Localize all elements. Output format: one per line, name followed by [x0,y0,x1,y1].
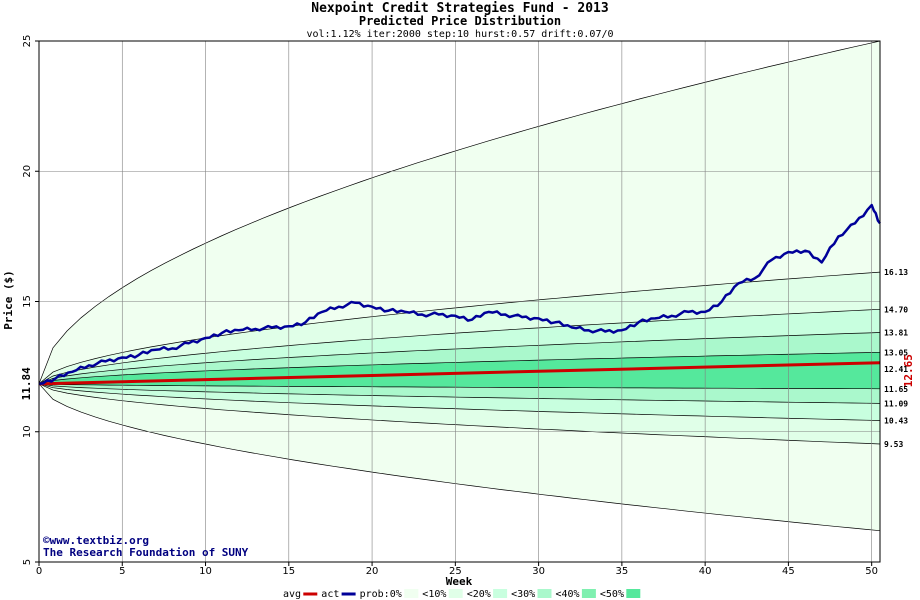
band-edge-9 [38,383,881,390]
legend-swatch-5 [537,589,552,598]
chart-params: vol:1.12% iter:2000 step:10 hurst:0.57 d… [306,29,613,40]
band-end-label-8: 9.53 [884,440,903,449]
chart-subtitle: Predicted Price Distribution [359,14,561,28]
band-edge-4 [38,308,881,385]
legend-label-4: <20% [467,589,491,600]
x-tick-label-5: 5 [119,566,125,577]
band-end-label-2: 13.81 [884,328,908,337]
legend-swatch-6 [581,589,596,598]
legend: avg act prob:0% <10% <20% <30% <40% <50% [283,589,641,600]
legend-swatch-4 [493,589,508,598]
chart-title: Nexpoint Credit Strategies Fund - 2013 [311,1,608,16]
start-price-label: 11.84 [20,367,33,400]
credit-line-1: ©www.textbiz.org [43,534,149,547]
band-end-label-0: 16.13 [884,268,908,277]
legend-swatch-7 [626,589,641,598]
avg-line [38,361,881,386]
x-tick-label-25: 25 [449,566,462,577]
legend-label-2: prob:0% [360,589,402,600]
y-axis-label: Price ($) [2,270,15,330]
band-end-label-1: 14.70 [884,305,908,314]
legend-label-1: act [321,589,339,600]
x-tick-label-35: 35 [616,566,629,577]
y-tick-label-10: 10 [22,425,33,438]
band-end-label-3: 13.05 [884,348,908,357]
x-axis-label: Week [446,575,473,588]
legend-label-6: <40% [556,589,580,600]
band-edge-0 [38,40,881,384]
credit-line-2: The Research Foundation of SUNY [43,546,249,559]
y-tick-label-5: 5 [22,559,33,565]
y-tick-label-25: 25 [22,35,33,48]
x-tick-label-15: 15 [282,566,295,577]
legend-label-7: <50% [600,589,624,600]
series-lines [38,203,881,386]
last-price-label: 12.65 [902,354,915,387]
x-tick-label-50: 50 [865,566,878,577]
band-edge-3 [38,383,881,445]
x-tick-label-45: 45 [782,566,795,577]
legend-label-0: avg [283,589,301,600]
x-tick-label-30: 30 [532,566,545,577]
x-tick-label-0: 0 [36,566,42,577]
grid [39,41,880,562]
band-edge-1 [38,383,881,532]
actual-price-line [38,203,881,386]
legend-label-3: <10% [422,589,446,600]
x-tick-label-20: 20 [366,566,379,577]
band-edge-5 [38,383,881,421]
y-tick-label-15: 15 [22,295,33,308]
y-tick-label-20: 20 [22,165,33,178]
legend-swatch-2 [404,589,419,598]
x-tick-label-10: 10 [199,566,212,577]
probability-bands [38,40,881,532]
legend-label-5: <30% [511,589,535,600]
band-edge-8 [38,351,881,385]
band-end-label-5: 11.65 [884,385,908,394]
x-tick-label-40: 40 [699,566,712,577]
band-end-label-6: 11.09 [884,399,908,408]
band-end-labels: 16.13 14.70 13.81 13.05 12.41 11.65 11.09 10.43… [884,268,908,449]
band-end-label-4: 12.41 [884,365,908,374]
band-edge-6 [38,332,881,385]
legend-swatch-3 [448,589,463,598]
band-end-label-7: 10.43 [884,417,908,426]
band-edge-7 [38,383,881,404]
